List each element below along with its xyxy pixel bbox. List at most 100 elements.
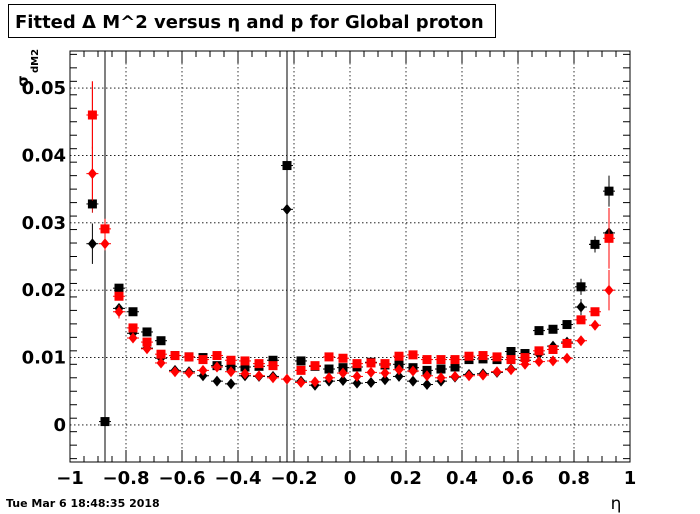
data-point-diamond bbox=[282, 203, 292, 215]
y-tick-label: 0 bbox=[53, 415, 66, 436]
data-point-square bbox=[240, 356, 250, 366]
data-point-diamond bbox=[548, 355, 558, 367]
data-point-diamond bbox=[352, 377, 362, 389]
x-tick-label: −0.8 bbox=[103, 468, 150, 489]
y-tick-label: 0.01 bbox=[22, 348, 66, 369]
x-tick-label: 0.8 bbox=[558, 468, 590, 489]
data-point-square bbox=[534, 346, 544, 356]
data-point-diamond bbox=[394, 364, 404, 376]
x-tick-label: −1 bbox=[56, 468, 84, 489]
data-point-square bbox=[436, 355, 446, 365]
chart-title: Fitted Δ M^2 versus η and p for Global p… bbox=[15, 12, 484, 33]
data-point-square bbox=[268, 355, 278, 365]
data-point-diamond bbox=[576, 301, 586, 313]
data-point-square bbox=[380, 359, 390, 369]
data-point-diamond bbox=[142, 343, 152, 355]
data-point-diamond bbox=[366, 376, 376, 388]
data-point-square bbox=[128, 323, 138, 333]
data-point-diamond bbox=[520, 358, 530, 370]
data-point-square bbox=[352, 359, 362, 369]
data-point-square bbox=[87, 110, 97, 120]
data-point-diamond bbox=[408, 365, 418, 377]
data-point-square bbox=[604, 186, 614, 196]
data-point-square bbox=[184, 352, 194, 362]
data-point-square bbox=[212, 351, 222, 361]
x-tick-label: 0 bbox=[344, 468, 357, 489]
data-point-diamond bbox=[87, 168, 97, 180]
data-point-diamond bbox=[156, 357, 166, 369]
data-point-square bbox=[394, 351, 404, 361]
data-point-diamond bbox=[380, 367, 390, 379]
data-point-square bbox=[170, 351, 180, 361]
data-point-diamond bbox=[590, 319, 600, 331]
data-point-diamond bbox=[366, 366, 376, 378]
data-point-square bbox=[548, 324, 558, 334]
data-point-square bbox=[576, 315, 586, 325]
data-point-square bbox=[338, 353, 348, 363]
data-point-diamond bbox=[170, 366, 180, 378]
x-tick-label: −0.6 bbox=[159, 468, 206, 489]
data-point-diamond bbox=[534, 356, 544, 368]
data-point-square bbox=[296, 365, 306, 375]
data-point-square bbox=[506, 347, 516, 357]
data-point-diamond bbox=[128, 332, 138, 344]
data-point-diamond bbox=[576, 335, 586, 347]
data-point-square bbox=[156, 349, 166, 359]
data-point-diamond bbox=[450, 370, 460, 382]
data-point-square bbox=[310, 361, 320, 371]
x-tick-label: 0.6 bbox=[502, 468, 534, 489]
chart-title-box: Fitted Δ M^2 versus η and p for Global p… bbox=[8, 4, 496, 38]
data-point-square bbox=[100, 224, 110, 234]
data-point-diamond bbox=[254, 370, 264, 382]
data-point-square bbox=[226, 355, 236, 365]
y-axis-ticks bbox=[70, 53, 630, 460]
data-point-diamond bbox=[87, 238, 97, 250]
data-point-square bbox=[548, 344, 558, 354]
data-point-diamond bbox=[296, 376, 306, 388]
data-point-diamond bbox=[408, 375, 418, 387]
data-point-square bbox=[534, 326, 544, 336]
data-point-square bbox=[114, 291, 124, 301]
series-2-points bbox=[86, 81, 615, 375]
x-tick-label: 1 bbox=[624, 468, 637, 489]
data-point-square bbox=[506, 355, 516, 365]
x-tick-label: −0.2 bbox=[271, 468, 318, 489]
data-point-square bbox=[87, 199, 97, 209]
data-point-diamond bbox=[380, 374, 390, 386]
y-tick-label: 0.05 bbox=[22, 78, 66, 99]
data-point-diamond bbox=[352, 370, 362, 382]
data-point-square bbox=[436, 364, 446, 374]
data-point-diamond bbox=[324, 372, 334, 384]
y-tick-label: 0.04 bbox=[22, 145, 66, 166]
y-tick-label: 0.02 bbox=[22, 280, 66, 301]
data-point-square bbox=[296, 356, 306, 366]
data-point-square bbox=[478, 351, 488, 361]
data-point-square bbox=[422, 355, 432, 365]
data-point-square bbox=[142, 327, 152, 337]
data-point-diamond bbox=[282, 373, 292, 385]
data-point-diamond bbox=[604, 284, 614, 296]
data-point-square bbox=[576, 282, 586, 292]
data-point-square bbox=[240, 362, 250, 372]
data-point-square bbox=[408, 350, 418, 360]
data-point-square bbox=[450, 362, 460, 372]
data-point-diamond bbox=[226, 378, 236, 390]
y-axis-label-symbol: σ bbox=[14, 75, 32, 87]
data-point-diamond bbox=[464, 370, 474, 382]
data-point-diamond bbox=[478, 369, 488, 381]
y-axis-label-subscript: dM2 bbox=[30, 49, 41, 73]
series-0-points bbox=[86, 161, 615, 427]
data-point-square bbox=[156, 336, 166, 346]
grid-lines bbox=[70, 51, 630, 462]
data-point-square bbox=[562, 320, 572, 330]
data-point-square bbox=[100, 417, 110, 427]
data-point-square bbox=[254, 359, 264, 369]
x-axis-ticks bbox=[69, 51, 631, 462]
series-3-points bbox=[86, 146, 615, 388]
data-point-diamond bbox=[226, 366, 236, 378]
data-point-diamond bbox=[212, 361, 222, 373]
data-point-diamond bbox=[240, 368, 250, 380]
data-point-diamond bbox=[338, 374, 348, 386]
data-point-square bbox=[590, 307, 600, 317]
